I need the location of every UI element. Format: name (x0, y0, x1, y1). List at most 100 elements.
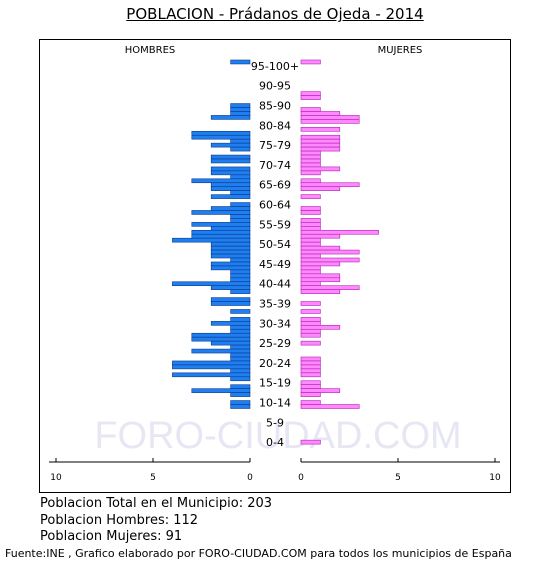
male-bar-age-15 (230, 400, 251, 405)
female-bar-age-89 (300, 107, 321, 112)
male-bar-age-29 (230, 344, 251, 350)
male-bar-age-101 (230, 59, 251, 65)
male-bar-age-57 (191, 233, 251, 239)
age-group-label: 65-69 (259, 179, 291, 192)
male-bar-age-19 (230, 384, 251, 389)
age-group-label: 5-9 (266, 416, 284, 429)
female-bar-age-17 (300, 392, 321, 397)
female-bar-age-53 (300, 249, 360, 255)
female-bar-age-79 (300, 146, 341, 152)
female-bar-age-63 (300, 210, 321, 215)
male-bar-age-74 (210, 166, 251, 172)
male-bar-age-34 (230, 325, 251, 330)
female-bar-age-30 (300, 340, 321, 346)
female-bar-age-15 (300, 400, 321, 405)
male-bar-age-72 (230, 174, 251, 180)
female-bar-age-50 (300, 261, 341, 267)
male-bar-age-27 (230, 352, 251, 358)
female-bar-age-35 (300, 321, 321, 326)
age-group-label: 60-64 (259, 199, 291, 212)
age-group-label: 85-90 (259, 100, 291, 113)
male-bar-age-44 (210, 285, 251, 290)
male-bar-age-38 (230, 309, 251, 314)
male-bar-age-79 (230, 146, 251, 152)
total-population: Poblacion Total en el Municipio: 203 (40, 496, 273, 511)
male-bar-age-68 (230, 190, 251, 195)
male-bar-age-61 (230, 218, 251, 223)
watermark: FORO-CIUDAD.COM (94, 415, 461, 457)
male-bar-age-23 (230, 368, 251, 374)
female-bar-age-55 (300, 241, 321, 247)
female-bar-age-84 (300, 127, 341, 132)
male-bar-age-22 (172, 372, 251, 378)
female-bar-age-59 (300, 226, 321, 231)
female-bar-age-5 (300, 439, 321, 445)
male-bar-age-60 (191, 222, 251, 227)
male-bar-age-65 (230, 202, 251, 207)
male-bar-age-64 (210, 206, 251, 211)
male-bar-age-88 (230, 111, 251, 116)
female-bar-age-57 (300, 233, 341, 239)
age-group-label: 90-95 (259, 80, 291, 93)
male-bar-age-69 (210, 186, 251, 191)
female-bar-age-77 (300, 154, 321, 160)
female-bar-age-23 (300, 368, 321, 374)
male-bar-age-56 (172, 237, 251, 243)
male-bar-age-53 (210, 249, 251, 255)
age-group-label: 15-19 (259, 377, 291, 390)
male-bar-age-80 (210, 142, 251, 148)
male-bar-age-33 (230, 328, 251, 334)
x-tick-label: 0 (298, 473, 304, 483)
age-group-label: 35-39 (259, 298, 291, 311)
male-bar-age-17 (230, 392, 251, 397)
female-bar-age-45 (300, 281, 321, 287)
age-group-label: 80-84 (259, 119, 291, 132)
female-bar-age-26 (300, 356, 321, 362)
female-bar-age-22 (300, 372, 321, 378)
female-population: Poblacion Mujeres: 91 (40, 529, 183, 544)
male-bar-age-18 (191, 388, 251, 393)
x-tick-label: 0 (247, 473, 253, 483)
age-group-label: 75-79 (259, 139, 291, 152)
x-tick-label: 10 (489, 473, 501, 483)
female-bar-age-38 (300, 309, 321, 314)
source-note: Fuente:INE , Grafico elaborado por FORO-… (5, 547, 512, 560)
male-bar-age-25 (172, 360, 251, 366)
female-bar-age-18 (300, 388, 341, 393)
female-bar-age-49 (300, 265, 321, 271)
female-bar-age-60 (300, 222, 321, 227)
male-bar-age-45 (172, 281, 251, 287)
age-group-label: 95-100+ (251, 60, 299, 73)
female-bar-age-64 (300, 206, 321, 211)
male-bar-age-36 (230, 317, 251, 322)
female-bar-age-70 (300, 182, 360, 188)
male-bar-age-59 (210, 226, 251, 231)
male-bar-age-82 (191, 134, 251, 140)
female-bar-age-80 (300, 142, 341, 148)
male-bar-age-70 (210, 182, 251, 188)
male-bar-age-41 (210, 297, 251, 302)
age-group-label: 50-54 (259, 238, 291, 251)
female-bar-age-86 (300, 119, 360, 124)
female-bar-age-82 (300, 134, 341, 140)
male-bar-age-83 (191, 130, 251, 136)
age-group-label: 70-74 (259, 159, 291, 172)
age-group-label: 30-34 (259, 317, 291, 330)
male-bar-age-89 (230, 107, 251, 112)
female-bar-age-54 (300, 245, 341, 251)
female-bar-age-20 (300, 380, 321, 386)
male-bar-age-62 (230, 214, 251, 219)
age-group-label: 25-29 (259, 337, 291, 350)
male-bar-age-26 (230, 356, 251, 362)
male-bar-age-49 (210, 265, 251, 271)
male-bar-age-31 (191, 336, 251, 342)
female-bar-age-34 (300, 325, 341, 330)
age-group-label: 40-44 (259, 278, 291, 291)
male-bar-age-32 (191, 332, 251, 338)
female-bar-age-88 (300, 111, 341, 116)
female-bar-age-43 (300, 289, 341, 294)
female-bar-age-87 (300, 115, 360, 120)
female-bar-age-33 (300, 328, 321, 334)
male-bar-age-51 (230, 257, 251, 263)
